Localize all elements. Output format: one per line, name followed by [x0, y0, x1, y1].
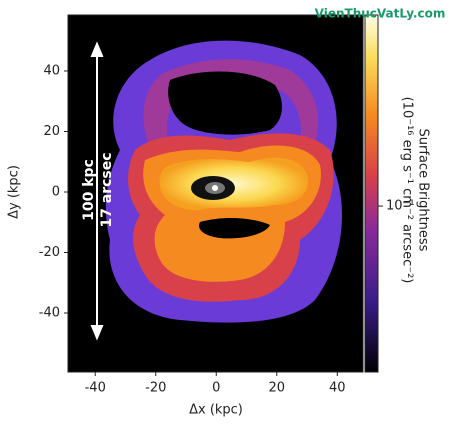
colorbar-tick-label: 10⁻¹	[386, 199, 415, 214]
y-tick-label: -20	[39, 245, 60, 260]
plot-frame	[67, 14, 364, 373]
y-axis-label: Δy (kpc)	[7, 165, 22, 219]
annotation: 17 arcsec	[99, 152, 115, 227]
x-tick-label: -20	[145, 381, 166, 396]
annotation: 100 kpc	[81, 159, 97, 221]
y-tick-label: -40	[39, 306, 60, 321]
x-tick-label: 0	[212, 381, 220, 396]
watermark: VienThucVatLy.com	[315, 7, 446, 21]
map-image	[68, 15, 363, 372]
y-tick-label: 0	[52, 184, 60, 199]
x-tick-label: 40	[329, 381, 346, 396]
y-tick-label: 40	[43, 63, 60, 78]
x-axis-label: Δx (kpc)	[189, 403, 243, 418]
x-tick-label: -40	[85, 381, 106, 396]
x-tick-label: 20	[268, 381, 285, 396]
annotation-arrow	[90, 41, 104, 341]
colorbar	[364, 14, 379, 373]
y-tick-label: 20	[43, 124, 60, 139]
colorbar-label: (10⁻¹⁶ erg s⁻¹ cm⁻² arcsec⁻²)	[400, 97, 415, 284]
colorbar-label: Surface Brightness	[416, 129, 431, 252]
